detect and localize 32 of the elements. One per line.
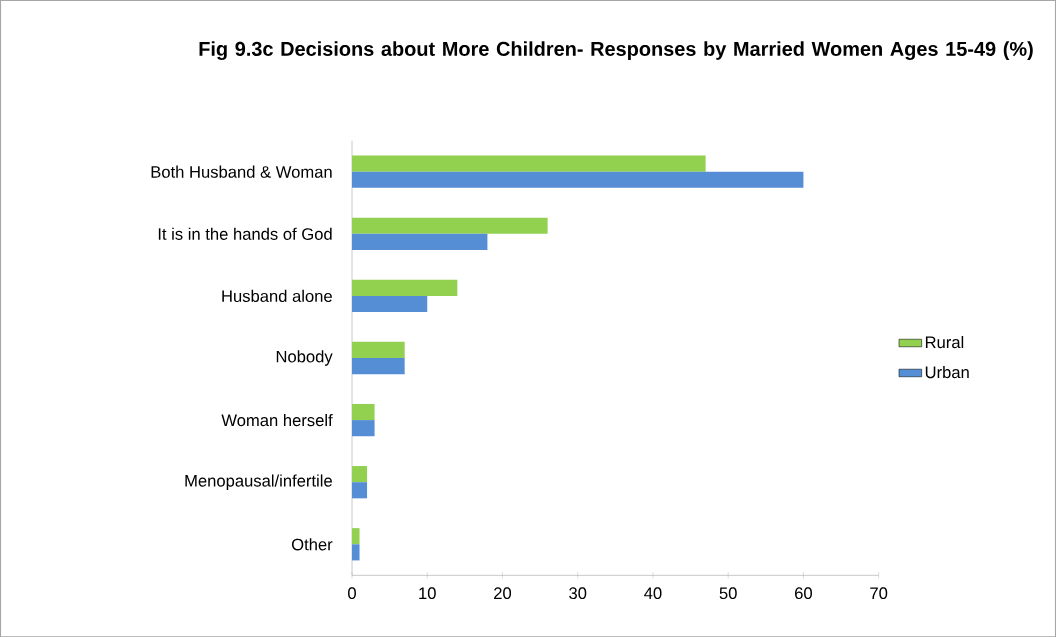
- bar: [352, 341, 405, 358]
- y-tick-label: Both Husband & Woman: [151, 165, 332, 178]
- x-tick-label: 10: [419, 587, 436, 599]
- bar: [352, 357, 405, 374]
- bar: [352, 527, 360, 545]
- bar: [352, 419, 375, 437]
- bar: [352, 403, 375, 420]
- bar: [352, 155, 706, 172]
- x-tick-label: 20: [494, 587, 512, 599]
- x-tick-label: 70: [870, 587, 888, 599]
- bar: [352, 171, 804, 188]
- y-tick-label: Menopausal/infertile: [185, 474, 332, 490]
- legend-label: Urban: [925, 365, 969, 379]
- y-tick-label: Other: [291, 538, 333, 551]
- bar: [352, 279, 458, 296]
- bar: [352, 295, 428, 312]
- x-tick-label: 50: [719, 587, 737, 599]
- x-tick-label: 0: [348, 587, 356, 599]
- chart-title: Fig 9.3c Decisions about More Children- Responses by Married Women Ages 15-49 (%): [199, 41, 1033, 60]
- legend-label: Rural: [925, 335, 964, 349]
- bar: [352, 482, 368, 499]
- y-tick-label: It is in the hands of God: [158, 227, 332, 240]
- y-tick-label: Nobody: [276, 350, 333, 366]
- y-tick-label: Woman herself: [221, 413, 333, 427]
- x-tick-label: 60: [795, 587, 812, 599]
- bar: [352, 217, 548, 234]
- bar: [352, 465, 368, 483]
- bar: [352, 544, 360, 561]
- x-tick-label: 30: [569, 587, 587, 599]
- x-tick-label: 40: [644, 587, 662, 599]
- y-tick-label: Husband alone: [222, 289, 332, 302]
- bar: [352, 233, 488, 250]
